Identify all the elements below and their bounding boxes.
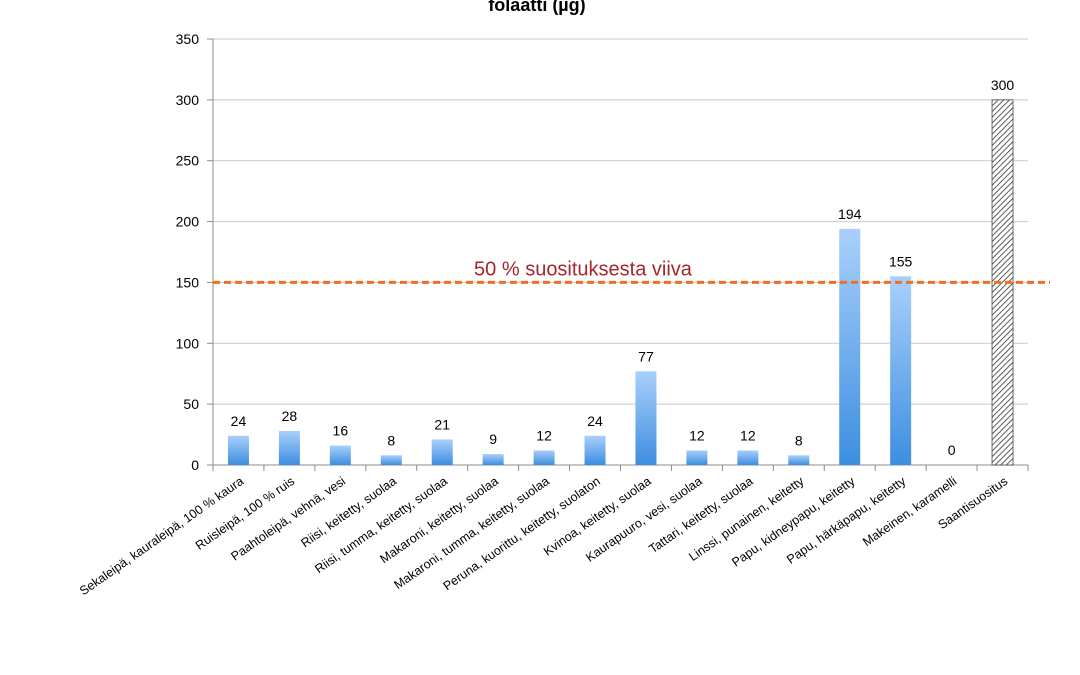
- bar: [839, 228, 861, 465]
- bar: [686, 450, 708, 465]
- bar: [380, 455, 402, 465]
- x-tick-label: Makeinen, karamelli: [860, 474, 959, 549]
- data-label: 24: [587, 413, 603, 429]
- data-label: 12: [689, 427, 705, 443]
- y-axis-tick-labels: 0 50 100 150 200 250 300 350: [176, 31, 200, 473]
- gridlines: [207, 38, 1029, 471]
- y-tick-label: 250: [176, 153, 200, 169]
- chart-title: folaatti (µg): [488, 0, 585, 15]
- x-axis-tick-labels: Sekaleipä, kauraleipä, 100 % kauraRuisle…: [77, 474, 1010, 599]
- data-label: 8: [387, 432, 395, 448]
- data-label: 9: [489, 431, 497, 447]
- data-label: 12: [740, 427, 756, 443]
- bar: [788, 455, 810, 465]
- bar: [737, 450, 759, 465]
- bars: [227, 99, 1014, 466]
- reference-line-label: 50 % suosituksesta viiva: [474, 258, 693, 280]
- data-label: 77: [638, 348, 654, 364]
- bar: [533, 450, 555, 465]
- y-tick-label: 300: [176, 92, 200, 108]
- y-tick-label: 100: [176, 335, 200, 351]
- y-tick-label: 350: [176, 31, 200, 47]
- data-label: 155: [889, 253, 913, 269]
- data-label: 12: [536, 427, 552, 443]
- y-tick-label: 200: [176, 214, 200, 230]
- data-label: 24: [231, 413, 247, 429]
- bar: [431, 439, 453, 465]
- bar: [227, 435, 249, 465]
- bar: [890, 276, 912, 465]
- bar: [635, 371, 657, 465]
- bar: [278, 430, 300, 465]
- data-label: 194: [838, 206, 862, 222]
- y-tick-label: 50: [183, 396, 199, 412]
- bar: [482, 454, 504, 465]
- data-labels: 24 28 16 8 21 9 12 24 77 12 12 8 194 155 0 300: [231, 77, 1015, 458]
- reference-line-group: 50 % suosituksesta viiva: [213, 258, 1050, 284]
- data-label: 0: [948, 442, 956, 458]
- bar: [584, 435, 606, 465]
- data-label: 21: [434, 416, 450, 432]
- data-label: 28: [282, 408, 298, 424]
- data-label: 300: [991, 77, 1015, 93]
- y-tick-label: 150: [176, 274, 200, 290]
- y-tick-label: 0: [191, 457, 199, 473]
- data-label: 8: [795, 432, 803, 448]
- data-label: 16: [333, 423, 349, 439]
- bar: [991, 99, 1014, 466]
- bar: [329, 445, 351, 465]
